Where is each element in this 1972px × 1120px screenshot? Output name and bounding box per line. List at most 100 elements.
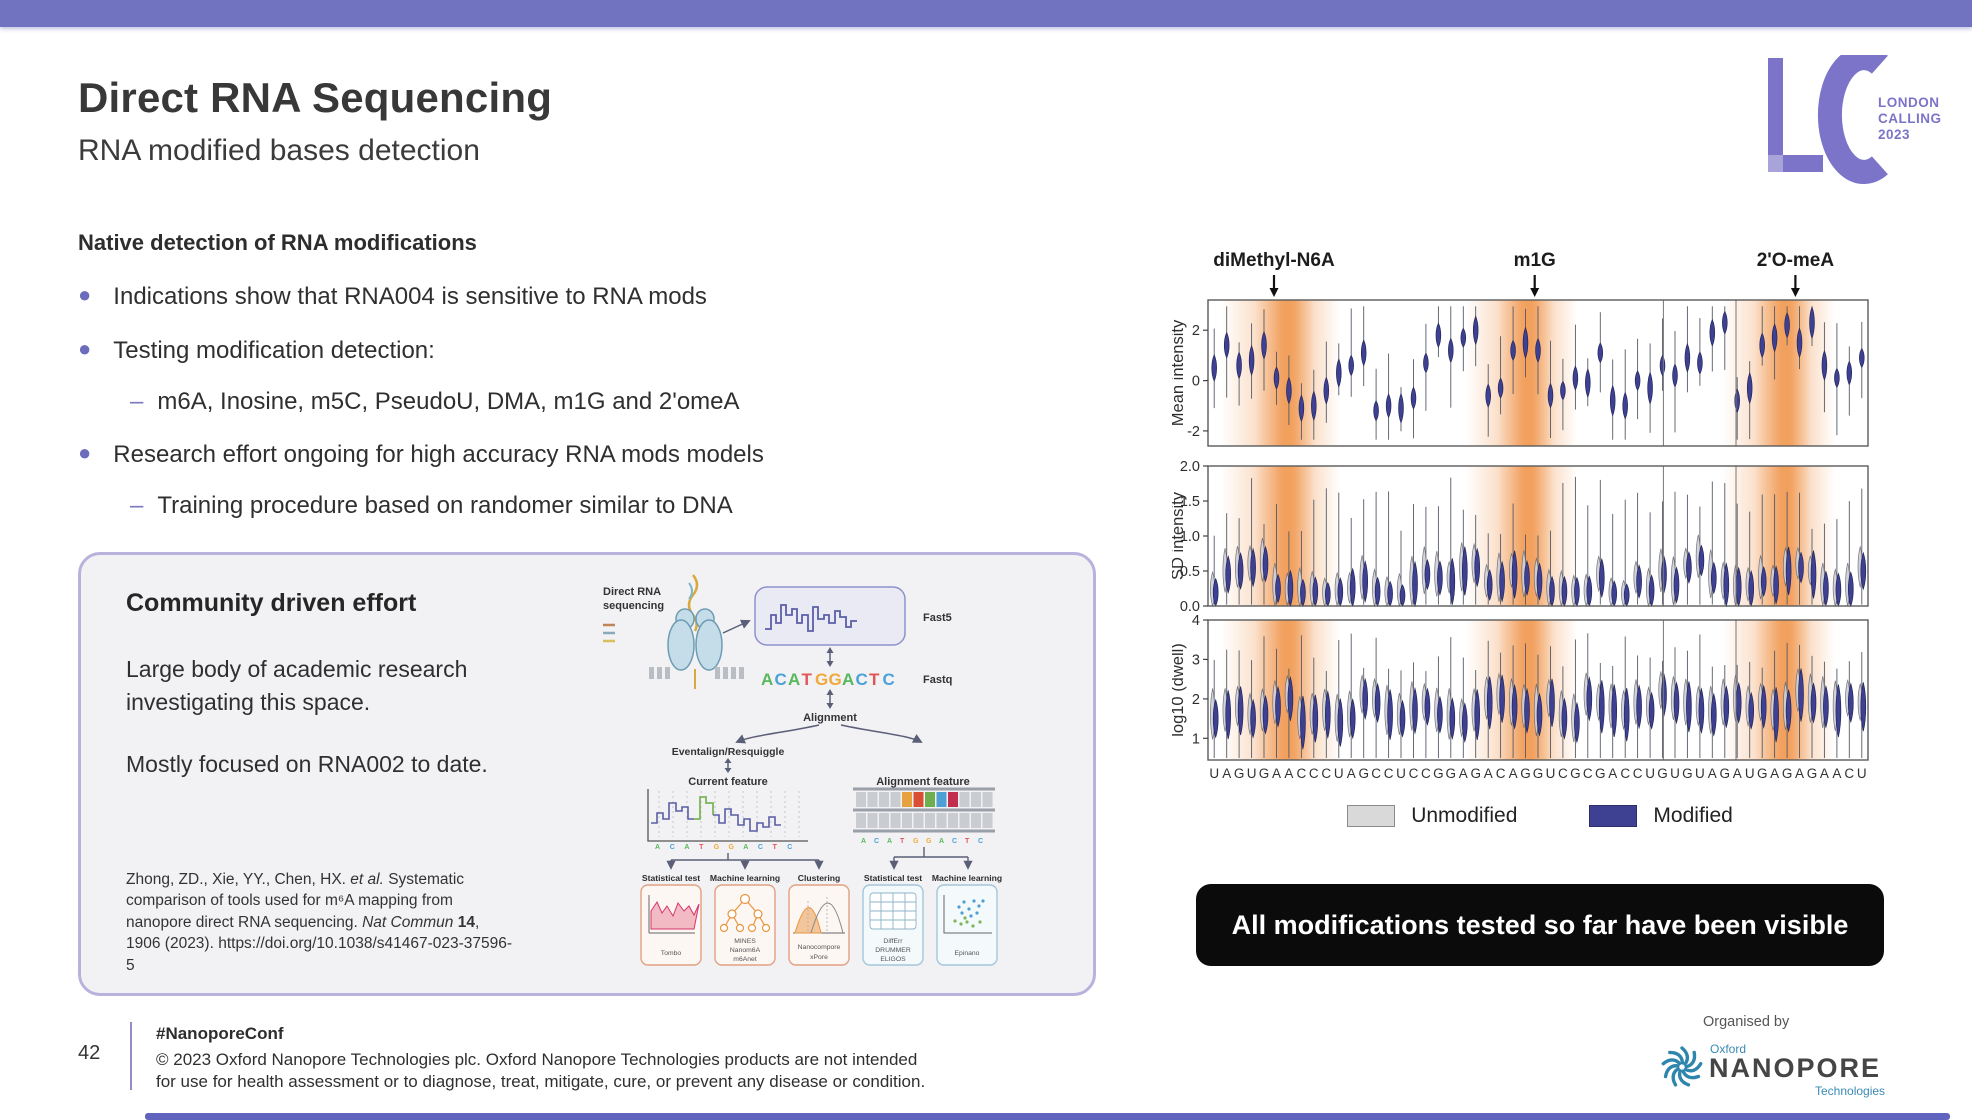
fastq-sequence: ACAT GGACT C [761, 670, 895, 689]
nanopore-swirl-icon [1661, 1046, 1703, 1087]
tool-name: xPore [810, 954, 828, 961]
svg-text:U: U [1247, 766, 1257, 781]
legend-item-unmodified: Unmodified [1347, 804, 1517, 828]
modified-swatch [1589, 805, 1638, 827]
svg-text:A: A [1708, 766, 1717, 781]
bullet-dot-icon: ● [78, 440, 92, 465]
svg-text:U: U [1857, 766, 1867, 781]
violin-figure: diMethyl-N6A m1G 2'O-meA 2 0 -2 Mean intensity… [1169, 248, 1872, 801]
bullet-dot-icon: ● [78, 282, 92, 307]
svg-text:0.0: 0.0 [1180, 599, 1200, 615]
legend-item-modified: Modified [1589, 804, 1733, 828]
svg-text:diMethyl-N6A: diMethyl-N6A [1213, 250, 1335, 271]
split-connectors [666, 847, 973, 870]
citation-volume: 14 [453, 913, 475, 931]
bullet-text: Testing modification detection: [113, 337, 435, 364]
svg-text:G: G [1470, 766, 1481, 781]
legend-label: Unmodified [1411, 804, 1518, 827]
svg-text:C: C [1371, 766, 1381, 781]
svg-text:C: C [1620, 766, 1630, 781]
tool-name: DiffErr [883, 938, 903, 945]
svg-text:A: A [1272, 766, 1281, 781]
svg-text:G: G [1807, 766, 1818, 781]
stat-test-signal-icon [648, 895, 700, 934]
svg-text:C: C [1309, 766, 1319, 781]
svg-text:G: G [1657, 766, 1668, 781]
svg-text:U: U [1396, 766, 1406, 781]
svg-text:2.0: 2.0 [1180, 459, 1200, 475]
tool-name: m6Anet [733, 956, 757, 963]
tool-card [936, 884, 998, 966]
svg-text:C: C [1496, 766, 1506, 781]
bullet-item: ● Testing modification detection: [78, 336, 435, 365]
page-title: Direct RNA Sequencing [78, 74, 553, 121]
tool-card [714, 884, 776, 966]
lc-logo-icon: LONDON CALLING 2023 [1768, 46, 1942, 184]
bottom-accent-bar [145, 1113, 1950, 1120]
footer-divider [130, 1022, 132, 1090]
citation-authors: Zhong, ZD., Xie, YY., Chen, HX. [126, 871, 351, 888]
page-subtitle: RNA modified bases detection [78, 134, 480, 167]
svg-text:C: C [1633, 766, 1643, 781]
branch-right-arrow [840, 724, 923, 743]
svg-text:C: C [1321, 766, 1331, 781]
ml-scatter-icon [943, 895, 992, 934]
svg-text:G: G [1533, 766, 1544, 781]
oxford-label: Oxford [1710, 1042, 1747, 1056]
tool-name: Nanocompore [798, 944, 841, 951]
lc-logo-line1: LONDON [1878, 95, 1940, 110]
svg-text:1.0: 1.0 [1180, 529, 1200, 545]
squiggle-signal [765, 604, 857, 632]
svg-text:G: G [1570, 766, 1581, 781]
svg-text:A: A [1733, 766, 1742, 781]
clustering-icon [793, 897, 845, 934]
svg-text:A: A [1484, 766, 1493, 781]
svg-text:0: 0 [1192, 374, 1200, 390]
tool-name: DRUMMER [875, 947, 911, 954]
svg-text:A: A [1832, 766, 1841, 781]
organised-by-label: Organised by [1703, 1014, 1790, 1030]
unmodified-swatch [1347, 805, 1396, 827]
top-accent-bar [0, 0, 1972, 27]
svg-text:1.5: 1.5 [1180, 494, 1200, 510]
bullet-item: ● Indications show that RNA004 is sensiti… [78, 282, 707, 311]
svg-text:4: 4 [1192, 613, 1200, 629]
citation-etal: et al. [350, 871, 384, 888]
svg-text:U: U [1334, 766, 1344, 781]
double-arrow [724, 758, 732, 773]
svg-text:2: 2 [1192, 692, 1200, 708]
fast5-label: Fast5 [923, 612, 952, 624]
lc-logo-line2: CALLING [1878, 111, 1942, 126]
page-number: 42 [78, 1042, 101, 1064]
svg-text:G: G [1782, 766, 1793, 781]
svg-text:C: C [1384, 766, 1394, 781]
tool-name: Nanom6A [730, 947, 761, 954]
svg-text:C: C [1409, 766, 1419, 781]
community-box-body1: Large body of academic research investig… [126, 656, 468, 716]
citation-title: Systematic comparison of tools used for … [126, 871, 465, 931]
nanopore-logo-block: Organised by Oxford NANOPORE Technologie… [1655, 1012, 1965, 1112]
community-box: Community driven effort Large body of ac… [78, 552, 1096, 996]
alignment-feature-label: Alignment feature [876, 776, 970, 788]
svg-text:C: C [1297, 766, 1307, 781]
svg-text:0.5: 0.5 [1180, 564, 1200, 580]
svg-text:A: A [1284, 766, 1293, 781]
svg-text:U: U [1695, 766, 1705, 781]
card-label: Statistical test [864, 873, 922, 883]
bullet-dash-icon: – [130, 492, 144, 519]
svg-text:A: A [1509, 766, 1518, 781]
alignment-label: Alignment [803, 712, 857, 724]
svg-text:G: G [1595, 766, 1606, 781]
conclusion-banner: All modifications tested so far have bee… [1196, 884, 1884, 966]
svg-text:G: G [1757, 766, 1768, 781]
diagram-label-sequencing: sequencing [603, 600, 664, 612]
nanopore-wordmark: NANOPORE [1709, 1053, 1882, 1083]
bullet-text: Indications show that RNA004 is sensitiv… [113, 283, 707, 310]
legend-label: Modified [1653, 804, 1733, 827]
technologies-label: Technologies [1815, 1084, 1886, 1098]
